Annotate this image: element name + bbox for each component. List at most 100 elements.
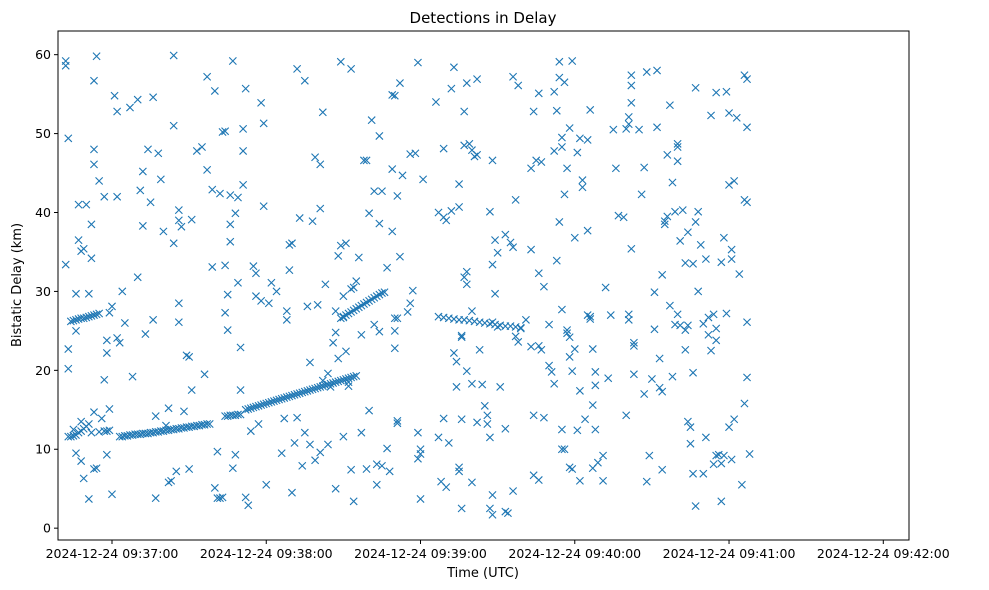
data-point xyxy=(259,119,268,128)
data-point xyxy=(691,83,700,92)
data-point xyxy=(722,87,731,96)
data-point xyxy=(521,315,530,324)
data-point xyxy=(712,336,721,345)
data-point xyxy=(627,81,636,90)
data-point xyxy=(565,124,574,133)
y-tick-label: 40 xyxy=(35,205,51,220)
data-point xyxy=(383,263,392,272)
data-point xyxy=(555,57,564,66)
data-point xyxy=(359,156,368,165)
data-point xyxy=(357,330,366,339)
data-point xyxy=(393,419,402,428)
data-point xyxy=(462,267,471,276)
data-point xyxy=(64,134,73,143)
data-point xyxy=(511,332,520,341)
data-point xyxy=(501,424,510,433)
data-point xyxy=(653,123,662,132)
data-point xyxy=(321,280,330,289)
data-point xyxy=(228,56,237,65)
data-point xyxy=(465,139,474,148)
data-point xyxy=(743,123,752,132)
data-point xyxy=(213,447,222,456)
x-tick-label: 2024-12-24 09:37:00 xyxy=(46,546,179,561)
data-point xyxy=(254,420,263,428)
data-point xyxy=(665,301,674,310)
data-point xyxy=(563,329,572,338)
data-point xyxy=(485,433,494,442)
data-point xyxy=(557,143,566,151)
data-point xyxy=(681,259,690,267)
data-point xyxy=(82,313,91,322)
data-point xyxy=(642,477,651,486)
data-point xyxy=(300,76,309,85)
data-point xyxy=(395,252,404,261)
data-point xyxy=(534,89,543,98)
data-point xyxy=(578,183,587,192)
data-point xyxy=(267,397,276,406)
data-point xyxy=(329,378,338,387)
data-point xyxy=(689,469,698,478)
data-point xyxy=(568,464,577,473)
data-point xyxy=(403,307,412,316)
data-point xyxy=(244,501,253,510)
data-point xyxy=(251,269,260,278)
data-point xyxy=(455,463,464,472)
data-point xyxy=(604,374,613,383)
data-point xyxy=(560,445,569,454)
data-point xyxy=(568,367,577,376)
data-point xyxy=(282,307,291,316)
data-point xyxy=(712,88,721,97)
data-point xyxy=(69,425,78,434)
data-point xyxy=(87,254,96,263)
data-point xyxy=(208,185,217,194)
data-point xyxy=(516,324,525,333)
data-point xyxy=(568,56,577,65)
data-point xyxy=(727,455,736,464)
data-point xyxy=(331,307,340,316)
data-point xyxy=(390,326,399,335)
data-point xyxy=(347,465,356,474)
data-point xyxy=(293,64,302,73)
data-point xyxy=(550,379,559,388)
data-point xyxy=(455,180,464,189)
data-point xyxy=(709,460,718,469)
data-point xyxy=(197,143,206,151)
data-point xyxy=(462,79,471,88)
x-tick-label: 2024-12-24 09:42:00 xyxy=(817,546,950,561)
data-point xyxy=(557,133,566,142)
data-point xyxy=(341,239,350,248)
data-point xyxy=(532,156,541,165)
data-point xyxy=(740,399,749,408)
data-point xyxy=(398,171,407,180)
data-point xyxy=(257,401,266,410)
data-point xyxy=(362,464,371,473)
data-point xyxy=(485,504,494,513)
data-point xyxy=(318,376,327,385)
data-point xyxy=(259,400,268,409)
data-point xyxy=(660,220,669,229)
data-point xyxy=(316,382,325,391)
data-point xyxy=(61,61,70,70)
data-point xyxy=(367,116,376,125)
data-point xyxy=(673,310,682,319)
data-point xyxy=(218,493,227,502)
data-point xyxy=(290,390,299,399)
data-point xyxy=(352,277,361,286)
data-point xyxy=(475,345,484,354)
data-point xyxy=(90,76,98,85)
data-point xyxy=(583,135,592,144)
data-point xyxy=(226,220,235,229)
data-point xyxy=(354,253,363,262)
data-point xyxy=(743,75,752,84)
data-point xyxy=(717,459,726,468)
data-point xyxy=(496,382,505,391)
data-point xyxy=(102,336,111,345)
data-point xyxy=(588,345,597,354)
data-point xyxy=(267,278,276,287)
data-point xyxy=(529,107,538,116)
data-point xyxy=(737,480,746,489)
data-point xyxy=(478,380,487,389)
data-point xyxy=(534,476,543,485)
data-point xyxy=(169,239,178,248)
data-point xyxy=(717,258,726,267)
